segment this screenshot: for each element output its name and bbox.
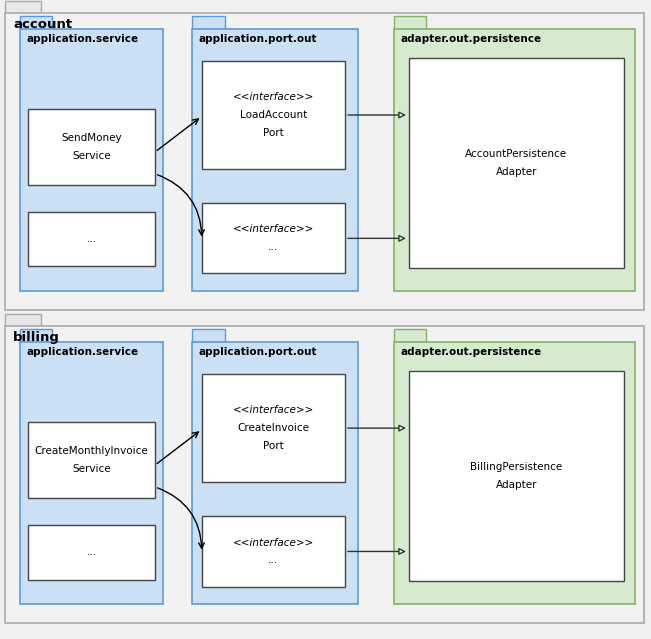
Bar — [28, 109, 155, 185]
Text: Service: Service — [72, 151, 111, 161]
Text: BillingPersistence: BillingPersistence — [470, 462, 562, 472]
Bar — [5, 326, 644, 623]
Text: AccountPersistence: AccountPersistence — [465, 149, 567, 159]
Bar — [202, 61, 345, 169]
Bar — [20, 329, 52, 342]
Bar — [202, 203, 345, 273]
Text: ...: ... — [268, 242, 279, 252]
Text: adapter.out.persistence: adapter.out.persistence — [400, 347, 542, 357]
Text: CreateMonthlyInvoice: CreateMonthlyInvoice — [35, 446, 148, 456]
Bar — [5, 1, 41, 14]
Text: ...: ... — [87, 548, 96, 557]
Bar — [20, 16, 52, 29]
Bar — [409, 58, 624, 268]
Text: ...: ... — [87, 235, 96, 244]
Text: LoadAccount: LoadAccount — [240, 110, 307, 120]
Text: application.port.out: application.port.out — [199, 347, 317, 357]
Text: application.service: application.service — [26, 34, 138, 44]
Bar — [20, 29, 163, 291]
Text: billing: billing — [13, 331, 60, 344]
Bar — [28, 422, 155, 498]
Bar — [28, 212, 155, 266]
Text: SendMoney: SendMoney — [61, 133, 122, 143]
Text: <<interface>>: <<interface>> — [233, 405, 314, 415]
Bar — [192, 342, 358, 604]
Bar — [192, 329, 225, 342]
Text: application.port.out: application.port.out — [199, 34, 317, 44]
Text: <<interface>>: <<interface>> — [233, 537, 314, 548]
Text: Adapter: Adapter — [495, 167, 537, 177]
Text: application.service: application.service — [26, 347, 138, 357]
Text: CreateInvoice: CreateInvoice — [238, 423, 309, 433]
Text: <<interface>>: <<interface>> — [233, 224, 314, 235]
Bar — [202, 374, 345, 482]
Bar — [192, 29, 358, 291]
Bar — [394, 16, 426, 29]
Bar — [394, 329, 426, 342]
Text: Port: Port — [263, 441, 284, 451]
Bar — [20, 342, 163, 604]
Bar — [28, 525, 155, 580]
Text: Port: Port — [263, 128, 284, 138]
Text: <<interface>>: <<interface>> — [233, 92, 314, 102]
Text: ...: ... — [268, 555, 279, 566]
Text: Service: Service — [72, 464, 111, 474]
Bar — [5, 314, 41, 327]
Text: Adapter: Adapter — [495, 480, 537, 490]
Bar — [394, 342, 635, 604]
Text: adapter.out.persistence: adapter.out.persistence — [400, 34, 542, 44]
Bar — [409, 371, 624, 581]
Bar — [394, 29, 635, 291]
Bar — [192, 16, 225, 29]
Bar — [202, 516, 345, 587]
Bar — [5, 13, 644, 310]
Text: account: account — [13, 18, 72, 31]
